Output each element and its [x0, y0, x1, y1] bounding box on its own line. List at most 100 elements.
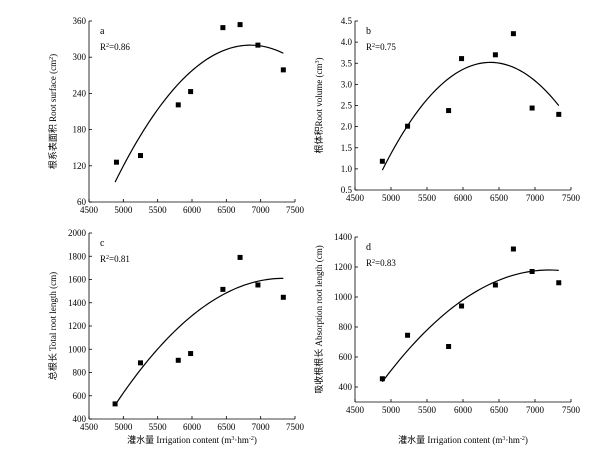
fit-curve: [114, 44, 284, 183]
y-tick-label: 400: [73, 414, 87, 424]
x-tick-label: 4500: [346, 405, 365, 415]
x-tick-label: 6500: [490, 405, 509, 415]
x-tick-label: 6500: [217, 205, 236, 215]
y-tick-label: 1400: [68, 298, 87, 308]
y-tick-label: 1.5: [341, 143, 353, 153]
data-point: [510, 31, 516, 37]
data-point: [459, 303, 465, 309]
data-point: [446, 108, 452, 114]
x-tick-label: 5500: [149, 422, 168, 432]
y-tick-label: 3.5: [341, 58, 353, 68]
y-tick-label: 3.0: [341, 79, 353, 89]
x-tick-label: 7500: [562, 193, 581, 203]
y-tick-label: 1800: [68, 251, 87, 261]
panel-b: 4500 5000 5500 6000 6500 7000 7500 0.5 1.0 1.5 2.0…: [313, 16, 581, 203]
data-point: [379, 158, 385, 164]
data-point: [492, 52, 498, 58]
panel-letter: a: [100, 26, 105, 37]
data-point: [556, 280, 562, 286]
data-point: [446, 344, 452, 349]
y-tick-label: 600: [339, 352, 353, 362]
y-tick-label: 2000: [68, 228, 87, 238]
data-point: [237, 254, 243, 260]
x-tick-label: 6000: [454, 193, 473, 203]
r-squared-annotation: R2=0.86: [100, 42, 130, 52]
panel-d: 4500 5000 5500 6000 6500 7000 7500 400 600 800 100…: [313, 232, 581, 415]
x-tick-label: 7000: [252, 205, 271, 215]
y-tick-label: 1000: [334, 292, 353, 302]
data-point: [220, 25, 226, 31]
data-point: [175, 357, 181, 363]
x-tick-label: 7500: [562, 405, 581, 415]
x-tick-label: 4500: [346, 193, 365, 203]
data-point: [138, 360, 143, 366]
r-squared-annotation: R2=0.83: [366, 258, 396, 268]
y-tick-label: 1200: [334, 262, 353, 272]
x-axis-title: 灌水量 Irrigation content (m3·hm-2): [398, 434, 528, 445]
data-point: [529, 105, 535, 111]
data-point: [188, 89, 194, 95]
x-tick-label: 7000: [526, 193, 545, 203]
data-point: [379, 376, 385, 382]
y-tick-label: 800: [73, 368, 87, 378]
x-tick-label: 7000: [526, 405, 545, 415]
y-tick-label: 4.5: [341, 16, 353, 26]
y-tick-label: 180: [73, 125, 87, 135]
data-point: [510, 246, 516, 252]
data-point: [280, 294, 286, 300]
x-tick-label: 4500: [80, 422, 99, 432]
y-tick-label: 360: [73, 16, 87, 26]
y-tick-label: 300: [73, 52, 87, 62]
data-point: [255, 282, 261, 288]
y-tick-label: 2.5: [341, 101, 353, 111]
y-tick-label: 1200: [68, 321, 87, 331]
fit-curve: [381, 269, 559, 383]
y-tick-label: 600: [73, 391, 87, 401]
x-tick-label: 6000: [183, 205, 202, 215]
y-tick-label: 400: [339, 382, 353, 392]
y-axis-label: 总根长 Total root length (cm): [47, 272, 58, 380]
data-point: [188, 351, 194, 357]
data-point: [492, 282, 498, 288]
x-tick-label: 5500: [149, 205, 168, 215]
data-point: [405, 123, 411, 129]
y-axis-label: 根系表面积 Root surface (cm2): [47, 54, 58, 169]
r-squared-annotation: R2=0.81: [100, 254, 130, 264]
data-point: [405, 332, 411, 338]
y-tick-label: 1400: [334, 232, 353, 242]
x-tick-label: 6500: [490, 193, 509, 203]
r-squared-annotation: R2=0.75: [366, 42, 396, 52]
y-axis-label: 根体积Root volume (cm3): [313, 58, 324, 154]
panel-letter: b: [366, 26, 371, 37]
y-tick-label: 1600: [68, 275, 87, 285]
x-tick-label: 7500: [286, 205, 305, 215]
x-tick-label: 6500: [217, 422, 236, 432]
data-point: [237, 22, 243, 28]
data-point: [138, 153, 143, 159]
fit-curve: [381, 61, 560, 171]
y-tick-label: 60: [77, 197, 87, 207]
x-tick-label: 5000: [382, 193, 401, 203]
panel-letter: c: [100, 238, 105, 249]
panel-c: 4500 5000 5500 6000 6500 7000 7500 400 600 800 100…: [47, 228, 305, 432]
x-tick-label: 6000: [183, 422, 202, 432]
x-tick-label: 6000: [454, 405, 473, 415]
data-point: [459, 56, 465, 62]
panel-a: 4500 5000 5500 6000 6500 7000 7500 60 120 180 240 3…: [47, 16, 305, 215]
data-point: [220, 286, 226, 292]
y-tick-label: 2.0: [341, 122, 353, 132]
panel-letter: d: [366, 242, 371, 253]
x-tick-label: 5000: [114, 422, 133, 432]
y-tick-label: 120: [73, 161, 87, 171]
data-point: [175, 102, 181, 108]
x-tick-label: 7000: [252, 422, 271, 432]
fit-curve: [114, 277, 284, 406]
data-point: [255, 42, 261, 48]
x-tick-label: 5000: [382, 405, 401, 415]
x-axis-title: 灌水量 Irrigation content (m3·hm-2): [127, 434, 257, 445]
data-point: [113, 159, 119, 165]
data-point: [280, 67, 286, 73]
x-tick-label: 7500: [286, 422, 305, 432]
x-tick-label: 5500: [418, 193, 437, 203]
